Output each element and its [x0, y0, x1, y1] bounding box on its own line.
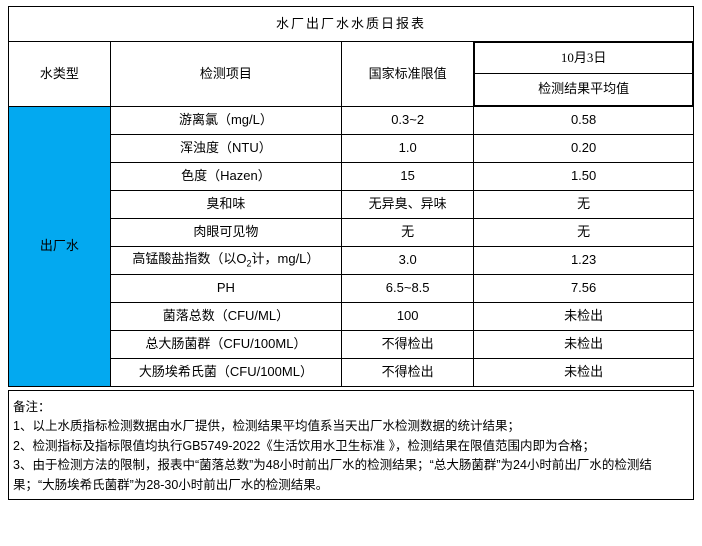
col-header-date-result: 10月3日 检测结果平均值: [473, 41, 694, 107]
remarks-line-3: 3、由于检测方法的限制，报表中“菌落总数”为48小时前出厂水的检测结果；“总大肠…: [13, 458, 652, 492]
table-row: 臭和味 无异臭、异味 无: [9, 190, 694, 219]
standard-limit-value: 无异臭、异味: [341, 190, 475, 219]
page-title: 水厂出厂水水质日报表: [8, 6, 694, 42]
table-row: 菌落总数（CFU/ML） 100 未检出: [9, 302, 694, 331]
table-row: 总大肠菌群（CFU/100ML） 不得检出 未检出: [9, 330, 694, 359]
table-row: PH 6.5~8.5 7.56: [9, 274, 694, 303]
report-date: 10月3日: [474, 42, 693, 74]
table-row: 肉眼可见物 无 无: [9, 218, 694, 247]
remarks-line-2: 2、检测指标及指标限值均执行GB5749-2022《生活饮用水卫生标准 》，检测…: [13, 438, 596, 453]
result-average-value: 0.20: [473, 134, 694, 163]
result-average-value: 无: [473, 190, 694, 219]
water-type-value: 出厂水: [8, 106, 111, 387]
col-header-standard-limit: 国家标准限值: [341, 41, 475, 107]
standard-limit-value: 3.0: [341, 246, 475, 275]
test-item-name: 大肠埃希氏菌（CFU/100ML）: [109, 358, 343, 387]
result-average-value: 7.56: [473, 274, 694, 303]
remarks-line-1: 1、以上水质指标检测数据由水厂提供，检测结果平均值系当天出厂水检测数据的统计结果…: [13, 419, 520, 434]
result-average-value: 1.23: [473, 246, 694, 275]
standard-limit-value: 6.5~8.5: [341, 274, 475, 303]
standard-limit-value: 不得检出: [341, 358, 475, 387]
standard-limit-value: 无: [341, 218, 475, 247]
test-item-name: 菌落总数（CFU/ML）: [109, 302, 343, 331]
date-result-split: 10月3日 检测结果平均值: [474, 42, 693, 106]
result-average-value: 未检出: [473, 330, 694, 359]
col-header-test-item: 检测项目: [109, 41, 343, 107]
standard-limit-value: 1.0: [341, 134, 475, 163]
table-row: 出厂水 游离氯（mg/L） 0.3~2 0.58: [8, 106, 694, 387]
table-row: 浑浊度（NTU） 1.0 0.20: [9, 134, 694, 163]
remarks-heading: 备注：: [13, 400, 51, 414]
test-item-name: 色度（Hazen）: [109, 162, 343, 191]
test-item-name: PH: [109, 274, 343, 303]
water-quality-report-table: 水厂出厂水水质日报表 水类型 检测项目 国家标准限值 10月3日 检测结果平均值: [8, 6, 694, 387]
result-average-value: 1.50: [473, 162, 694, 191]
header-row: 水类型 检测项目 国家标准限值 10月3日 检测结果平均值: [8, 41, 694, 107]
test-item-name: 游离氯（mg/L）: [109, 106, 343, 135]
table-row: 色度（Hazen） 15 1.50: [9, 162, 694, 191]
col-header-water-type: 水类型: [8, 41, 111, 107]
title-row: 水厂出厂水水质日报表: [8, 6, 694, 42]
standard-limit-value: 15: [341, 162, 475, 191]
test-item-name: 臭和味: [109, 190, 343, 219]
standard-limit-value: 100: [341, 302, 475, 331]
result-average-value: 无: [473, 218, 694, 247]
test-item-name: 肉眼可见物: [109, 218, 343, 247]
remarks-box: 备注： 1、以上水质指标检测数据由水厂提供，检测结果平均值系当天出厂水检测数据的…: [8, 390, 694, 500]
result-average-value: 未检出: [473, 358, 694, 387]
standard-limit-value: 不得检出: [341, 330, 475, 359]
test-item-name: 浑浊度（NTU）: [109, 134, 343, 163]
result-average-value: 0.58: [473, 106, 694, 135]
table-row: 大肠埃希氏菌（CFU/100ML） 不得检出 未检出: [9, 358, 694, 387]
result-average-value: 未检出: [473, 302, 694, 331]
table-row: 高锰酸盐指数（以O2计，mg/L） 3.0 1.23: [9, 246, 694, 275]
test-item-name: 高锰酸盐指数（以O2计，mg/L）: [109, 246, 343, 275]
test-item-name: 总大肠菌群（CFU/100ML）: [109, 330, 343, 359]
col-header-result-average: 检测结果平均值: [474, 73, 693, 106]
standard-limit-value: 0.3~2: [341, 106, 475, 135]
